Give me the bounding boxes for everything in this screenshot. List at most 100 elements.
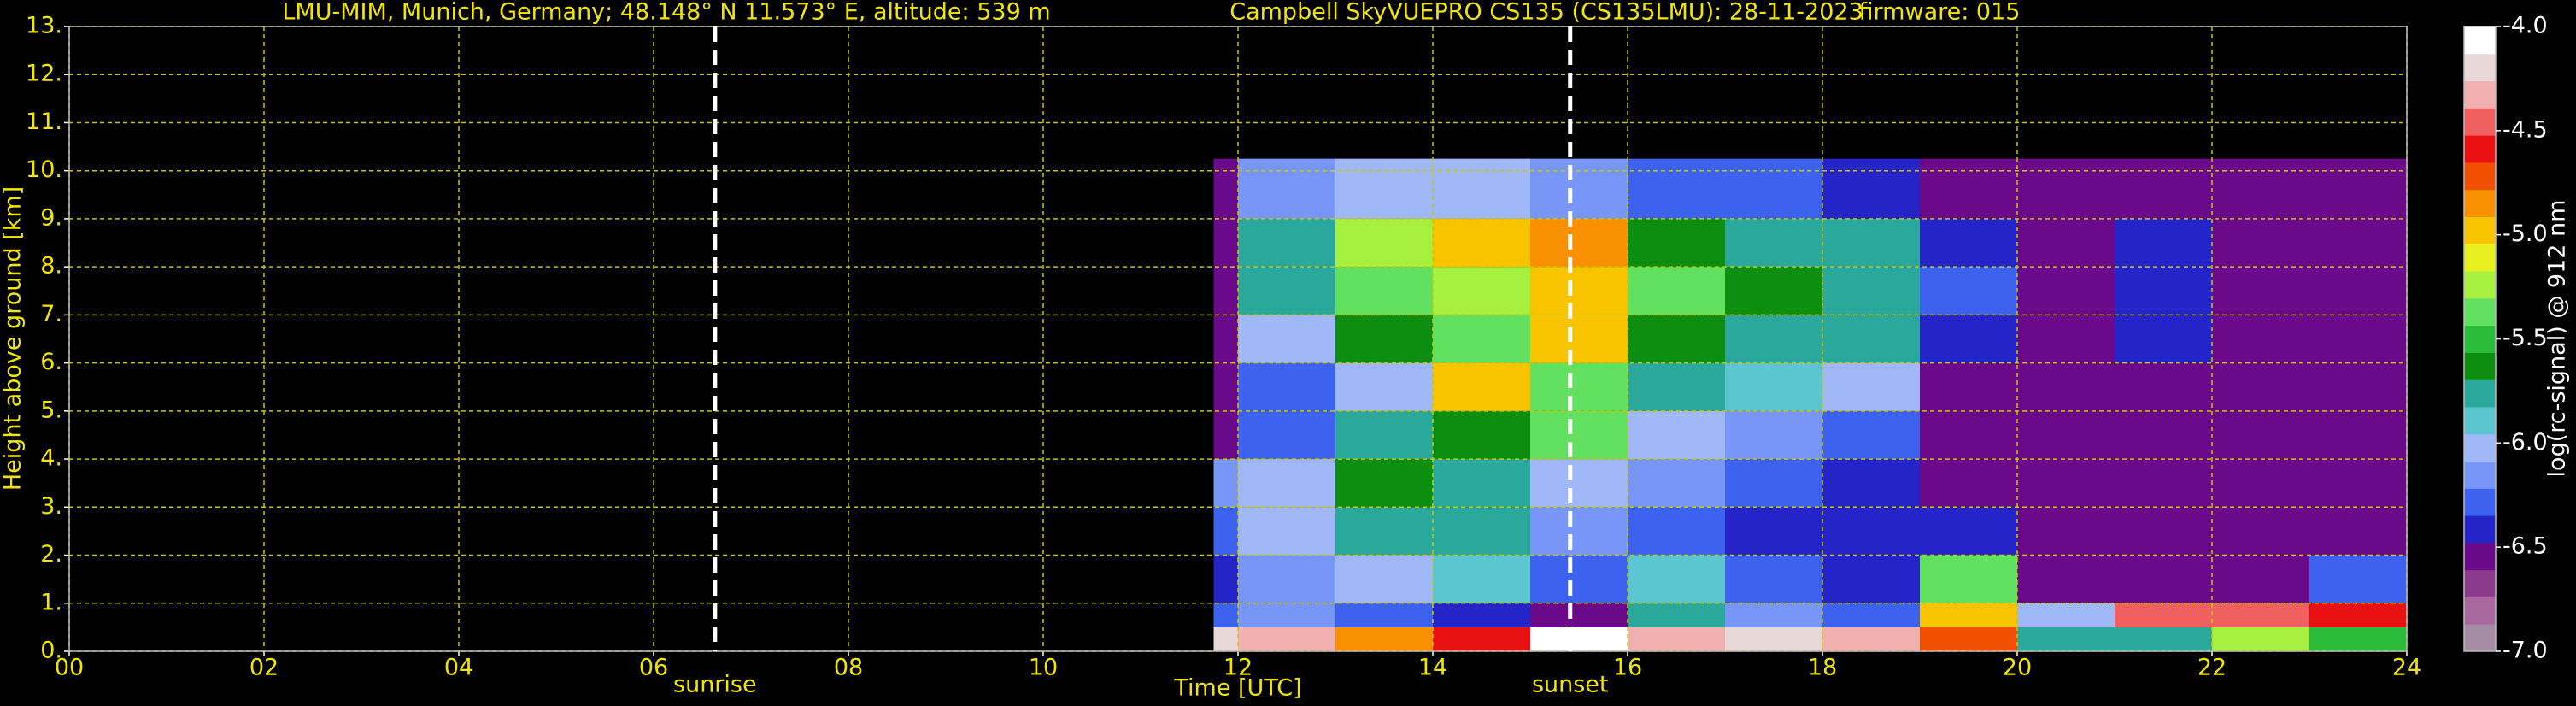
x-axis-label: Time [UTC] (1173, 675, 1301, 702)
heatmap-cell (2212, 362, 2309, 411)
x-tick-label: 14 (1418, 655, 1447, 681)
y-tick-label: 9. (40, 204, 62, 231)
x-tick-label: 02 (249, 655, 279, 681)
heatmap-cell (1628, 627, 1725, 651)
heatmap-cell (1213, 627, 1238, 651)
colorbar-swatch (2464, 135, 2496, 163)
heatmap-cell (1238, 627, 1335, 651)
heatmap-cell (1822, 315, 1920, 363)
heatmap-cell (2115, 410, 2212, 460)
heatmap-cell (1822, 627, 1920, 651)
colorbar-swatch (2464, 26, 2496, 55)
heatmap-cell (1530, 603, 1628, 627)
heatmap-cell (1822, 507, 1920, 556)
heatmap-cell (2017, 603, 2115, 627)
colorbar-swatch (2464, 597, 2496, 625)
heatmap-cell (1920, 267, 2017, 315)
colorbar-swatch (2464, 406, 2496, 435)
heatmap-cell (1628, 362, 1725, 411)
chart-title: firmware: 015 (1859, 0, 2021, 26)
heatmap-cell (2115, 218, 2212, 268)
heatmap-cell (1213, 507, 1238, 556)
x-tick-label: 20 (2003, 655, 2032, 681)
heatmap-cell (2212, 459, 2309, 508)
colorbar-swatch (2464, 108, 2496, 136)
heatmap-cell (2309, 362, 2407, 411)
heatmap-cell (2017, 315, 2115, 363)
heatmap-cell (1628, 459, 1725, 508)
heatmap-cell (1920, 603, 2017, 627)
heatmap-cell (1628, 158, 1725, 219)
heatmap-cell (2309, 267, 2407, 315)
y-tick-label: 11. (26, 109, 62, 135)
x-tick-label: 18 (1808, 655, 1837, 681)
heatmap-cell (1238, 315, 1335, 363)
heatmap-cell (1920, 507, 2017, 556)
heatmap-cell (2017, 267, 2115, 315)
x-tick-label: 04 (444, 655, 473, 681)
x-tick-label: 06 (639, 655, 668, 681)
colorbar-swatch (2464, 515, 2496, 544)
heatmap-cell (2115, 507, 2212, 556)
event-label: sunrise (673, 672, 757, 698)
heatmap-cell (2212, 627, 2309, 651)
heatmap-cell (1725, 218, 1822, 268)
heatmap-cell (1335, 267, 1433, 315)
heatmap-cell (1335, 410, 1433, 460)
heatmap-cell (2309, 410, 2407, 460)
x-tick-label: 24 (2392, 655, 2421, 681)
y-axis-label: Height above ground [km] (0, 186, 26, 491)
colorbar-tick-label: -7.0 (2503, 638, 2548, 664)
heatmap-cell (2212, 603, 2309, 627)
colorbar-swatch (2464, 325, 2496, 353)
x-tick-label: 12 (1223, 655, 1253, 681)
x-tick-label: 10 (1029, 655, 1058, 681)
heatmap-cell (1822, 555, 1920, 603)
heatmap-cell (1530, 362, 1628, 411)
heatmap-cell (2017, 507, 2115, 556)
colorbar-swatch (2464, 488, 2496, 516)
colorbar-swatch (2464, 624, 2496, 652)
heatmap-cell (1530, 507, 1628, 556)
heatmap-cell (1530, 627, 1628, 651)
heatmap-cell (1238, 603, 1335, 627)
heatmap-cell (2017, 362, 2115, 411)
heatmap-cell (2309, 507, 2407, 556)
heatmap-cell (1628, 218, 1725, 268)
heatmap-cell (1920, 218, 2017, 268)
heatmap-cell (2017, 555, 2115, 603)
heatmap-cell (1433, 603, 1530, 627)
chart-title: Campbell SkyVUEPRO CS135 (CS135LMU): 28-… (1229, 0, 1863, 26)
heatmap-cell (1530, 315, 1628, 363)
colorbar-swatch (2464, 297, 2496, 327)
heatmap-cell (2115, 627, 2212, 651)
heatmap-cell (1335, 555, 1433, 603)
heatmap-cell (2212, 410, 2309, 460)
x-tick-label: 00 (55, 655, 84, 681)
heatmap-cell (2309, 627, 2407, 651)
heatmap-cell (1213, 603, 1238, 627)
colorbar-tick-label: -4.0 (2503, 13, 2548, 39)
heatmap-cell (1433, 218, 1530, 268)
heatmap-cell (1725, 267, 1822, 315)
x-tick-label: 16 (1613, 655, 1642, 681)
y-tick-label: 1. (40, 589, 62, 615)
heatmap-cell (1725, 459, 1822, 508)
heatmap-cell (1628, 410, 1725, 460)
colorbar-swatch (2464, 379, 2496, 408)
heatmap-cell (1920, 315, 2017, 363)
heatmap-cell (1530, 267, 1628, 315)
heatmap-cell (1725, 507, 1822, 556)
heatmap-cell (1238, 459, 1335, 508)
heatmap-cell (1822, 218, 1920, 268)
heatmap-cell (1335, 158, 1433, 219)
heatmap-cell (1213, 410, 1238, 460)
heatmap-cell (1335, 627, 1433, 651)
heatmap-cell (2212, 267, 2309, 315)
heatmap-cell (1238, 267, 1335, 315)
chart-title: LMU-MIM, Munich, Germany; 48.148° N 11.5… (282, 0, 1050, 26)
heatmap-cell (2115, 603, 2212, 627)
heatmap-cell (1335, 315, 1433, 363)
colorbar-tick-label: -4.5 (2503, 116, 2548, 143)
